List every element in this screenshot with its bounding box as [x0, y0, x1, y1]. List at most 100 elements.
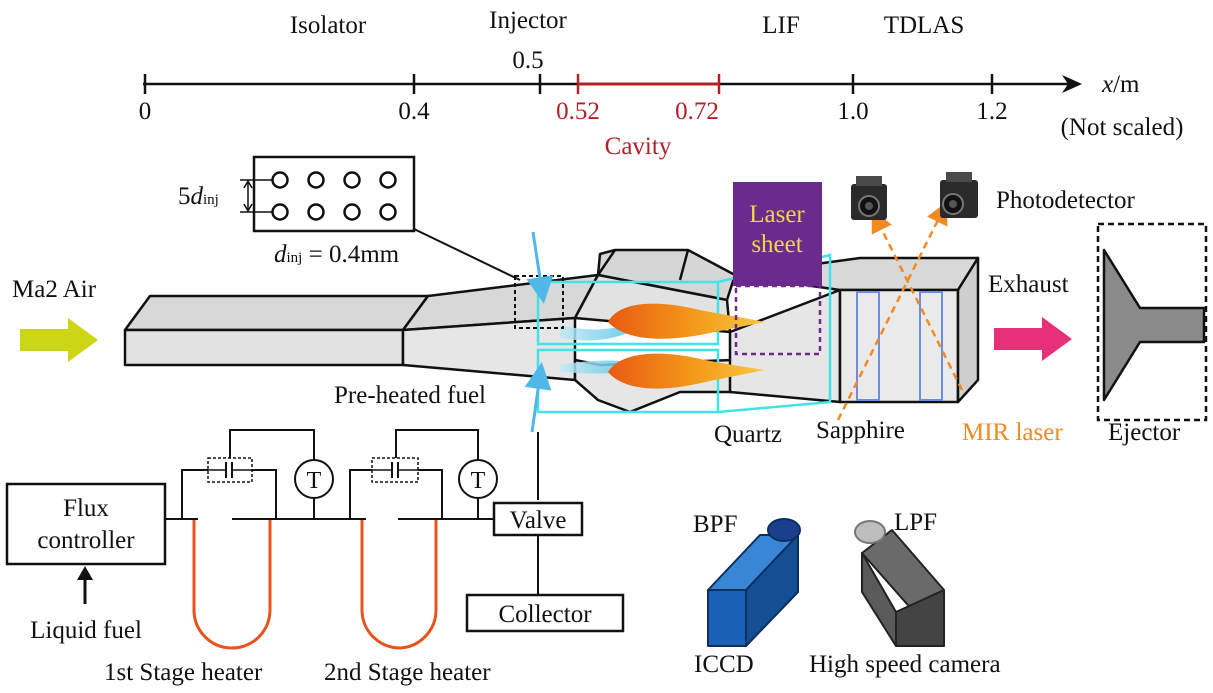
flux-controller: Flux controller	[5, 482, 167, 566]
heater-1-label: 1st Stage heater	[104, 659, 263, 686]
hole-diameter-label: dinj = 0.4mm	[274, 241, 400, 268]
sapphire-window-1	[856, 291, 880, 401]
iccd-camera	[707, 518, 801, 647]
svg-text:T: T	[307, 468, 322, 494]
fuel-jet-upper	[560, 323, 630, 341]
section-injector: Injector	[489, 7, 567, 34]
tick-label-0.72: 0.72	[675, 98, 719, 125]
combustor-front-face	[728, 288, 842, 404]
combustor	[123, 248, 980, 414]
mir-beam-2	[871, 209, 964, 391]
svg-text:Collector: Collector	[498, 601, 592, 628]
lpf-filter	[854, 520, 886, 544]
section-tdlas: TDLAS	[884, 12, 965, 39]
injector-hole	[271, 171, 289, 189]
tick-label-0.4: 0.4	[398, 98, 430, 125]
flow-arrows	[20, 317, 1072, 362]
collector: Collector	[465, 593, 625, 633]
svg-text:Valve: Valve	[510, 507, 567, 534]
fuel-arrow-lower	[524, 362, 552, 433]
quartz-window-upper	[536, 280, 720, 346]
thermometer-1: T	[294, 459, 334, 499]
svg-text:Flux: Flux	[63, 495, 109, 522]
bpf-filter	[767, 518, 801, 542]
injector-hole	[379, 203, 397, 221]
combustor-side-face	[956, 256, 980, 404]
mir-beam-1	[836, 201, 948, 421]
fuel-arrow-upper	[526, 231, 554, 304]
tick-label-0.5: 0.5	[512, 47, 543, 74]
laser-sheet: Laser sheet	[733, 182, 822, 356]
exhaust-arrow	[994, 317, 1072, 361]
heater-1-coil	[192, 519, 272, 650]
pre-heated-fuel-label: Pre-heated fuel	[334, 382, 486, 409]
liquid-fuel-label: Liquid fuel	[30, 617, 142, 644]
fuel-system	[166, 429, 539, 596]
flames	[608, 303, 765, 389]
photodetector-2	[940, 172, 978, 218]
laser-sheet-box	[733, 182, 822, 286]
ejector-body	[1102, 248, 1206, 402]
injector-holes	[271, 171, 397, 221]
isolator-top-face	[123, 294, 430, 332]
sapphire-label: Sapphire	[816, 417, 905, 444]
lpf-label: LPF	[894, 509, 937, 536]
heater-2-label: 2nd Stage heater	[324, 659, 491, 686]
iccd-front-face	[707, 589, 747, 647]
ejector	[1096, 222, 1208, 422]
mir-laser-label: MIR laser	[962, 419, 1063, 446]
axis-variable-label: x/m	[1101, 71, 1140, 98]
axis-var: x	[1101, 71, 1113, 98]
mir-laser-beams	[836, 201, 964, 421]
flame-lower	[608, 353, 765, 389]
thermometer-2: T	[458, 459, 498, 499]
high-speed-camera-label: High speed camera	[809, 651, 1001, 678]
hs-side-face	[861, 552, 897, 647]
heaters	[192, 519, 438, 650]
heater-2-coil	[360, 519, 438, 650]
injector-hole	[271, 203, 289, 221]
section-isolator: Isolator	[290, 12, 367, 39]
axis-unit: /m	[1113, 71, 1140, 98]
ejector-label: Ejector	[1108, 419, 1181, 446]
laser-sheet-line1: Laser	[749, 201, 805, 228]
sapphire-window-2	[919, 291, 943, 401]
photodetector-label: Photodetector	[996, 187, 1136, 214]
sapphire-windows	[856, 291, 943, 401]
injector-hole	[379, 171, 397, 189]
photodetector-1	[851, 176, 887, 220]
lif-measurement-region	[734, 284, 822, 356]
iccd-label: ICCD	[694, 651, 754, 678]
isolator-front-face	[123, 328, 405, 367]
inlet-label: Ma2 Air	[12, 276, 97, 303]
flame-upper	[608, 303, 765, 339]
fuel-injection-arrows	[524, 231, 554, 433]
hole-spacing-label: 5dinj	[178, 183, 219, 210]
valve: Valve	[492, 501, 584, 537]
injector-hole	[307, 171, 325, 189]
section-lif: LIF	[762, 12, 800, 39]
bpf-label: BPF	[693, 511, 737, 538]
high-speed-camera	[854, 520, 945, 647]
injector-detail-box: 5dinj dinj = 0.4mm	[178, 155, 521, 281]
tick-label-0: 0	[139, 98, 152, 125]
tick-label-1.0: 1.0	[837, 98, 868, 125]
iccd-side-face	[745, 534, 799, 647]
quartz-label: Quartz	[714, 421, 782, 448]
not-scaled-note: (Not scaled)	[1061, 114, 1184, 141]
exhaust-label: Exhaust	[988, 271, 1069, 298]
cavity-label: Cavity	[605, 133, 672, 160]
tick-label-0.52: 0.52	[556, 98, 600, 125]
ejector-dashed-box	[1096, 222, 1208, 422]
combustor-window-face	[838, 288, 960, 404]
bypass-elements	[207, 457, 419, 483]
air-inlet-arrow	[20, 318, 98, 362]
liquid-fuel-arrow	[77, 566, 93, 604]
detail-leader-line	[413, 228, 521, 281]
laser-sheet-line2: sheet	[751, 231, 802, 258]
x-axis: 0 0.4 0.5 0.52 0.72 1.0 1.2 Cavity Isola…	[139, 7, 1184, 160]
injector-hole	[343, 171, 361, 189]
spacing-dimension	[240, 179, 272, 213]
svg-text:controller: controller	[37, 527, 135, 554]
